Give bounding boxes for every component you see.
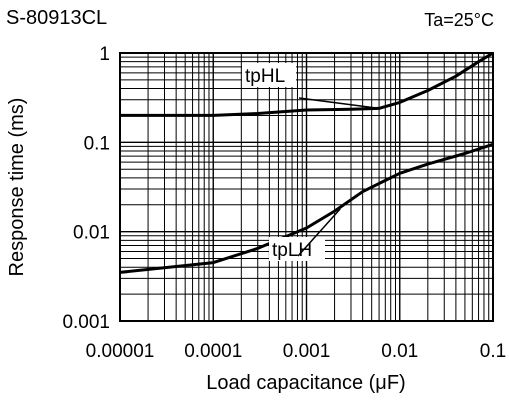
annotation-tpHL: tpHL [245, 66, 285, 87]
annotation-tpLH: tpLH [272, 240, 312, 261]
plot-grid [120, 53, 493, 321]
x-tick-label: 0.01 [381, 341, 418, 362]
chart-title: S-80913CL [6, 7, 107, 29]
y-tick-label: 0.001 [62, 312, 110, 333]
x-axis-label: Load capacitance (μF) [206, 372, 405, 394]
x-tick-label: 0.001 [283, 341, 331, 362]
temperature-condition: Ta=25°C [424, 10, 494, 30]
x-axis-tick-labels: 0.00001 0.0001 0.001 0.01 0.1 [86, 341, 507, 362]
x-tick-label: 0.00001 [86, 341, 155, 362]
y-axis-tick-labels: 0.001 0.01 0.1 1 [62, 44, 110, 333]
y-tick-label: 0.1 [84, 133, 110, 154]
y-tick-label: 0.01 [73, 223, 110, 244]
y-axis-label: Response time (ms) [6, 98, 28, 277]
x-tick-label: 0.1 [480, 341, 506, 362]
x-tick-label: 0.0001 [184, 341, 242, 362]
y-tick-label: 1 [99, 44, 110, 65]
